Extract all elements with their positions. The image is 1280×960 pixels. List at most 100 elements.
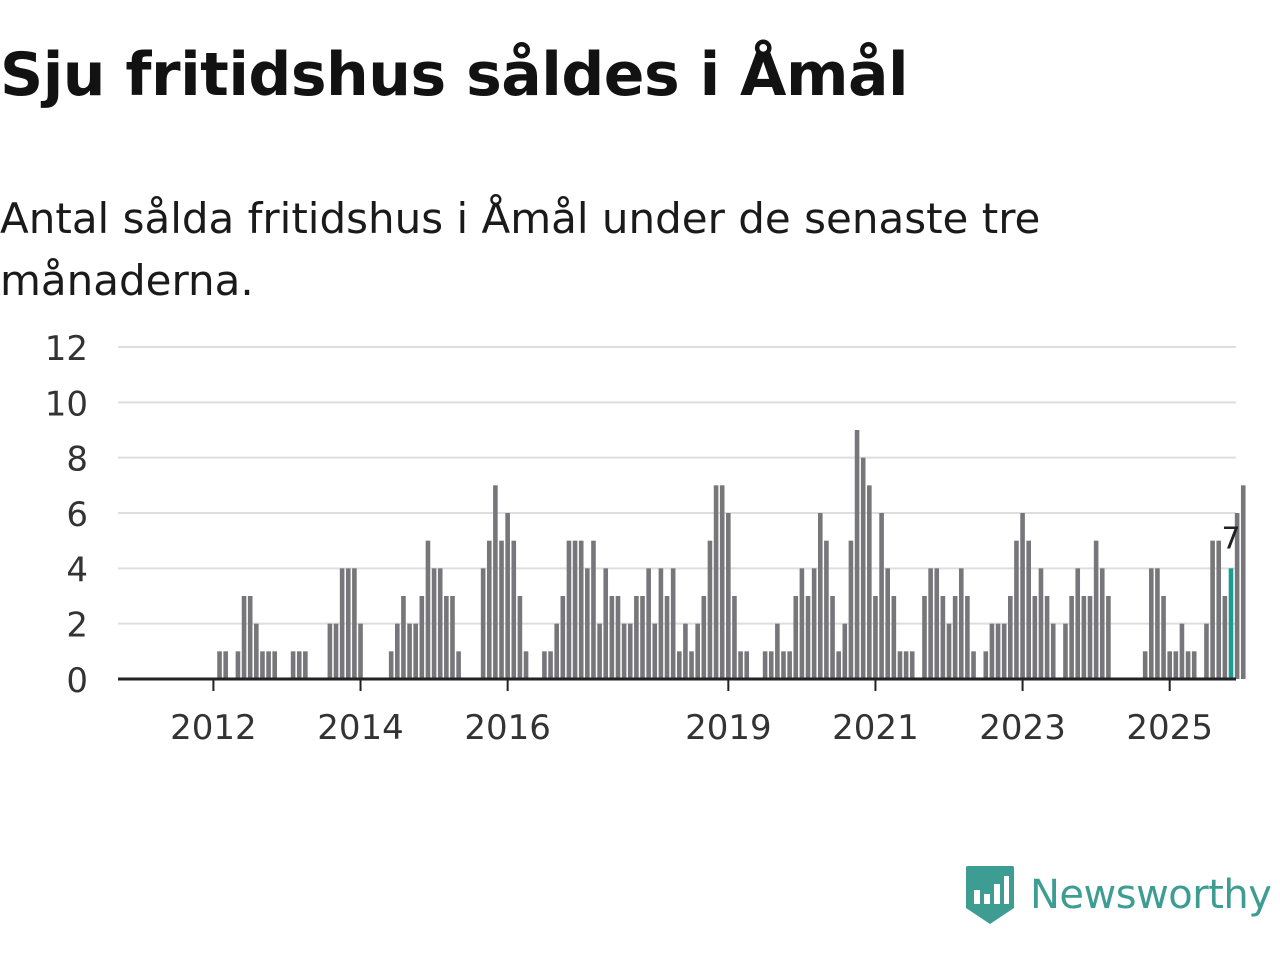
bar xyxy=(388,651,394,679)
bar xyxy=(1204,623,1209,679)
y-tick-label: 10 xyxy=(45,384,88,424)
bar xyxy=(683,623,688,679)
bar xyxy=(842,623,848,679)
bar xyxy=(1001,623,1007,679)
bar xyxy=(762,651,768,679)
bar xyxy=(946,623,952,679)
x-tick-label: 2021 xyxy=(832,708,919,740)
bar xyxy=(952,596,958,679)
bar xyxy=(523,651,529,679)
bar xyxy=(934,568,940,679)
bar xyxy=(450,596,455,679)
bar xyxy=(670,568,676,679)
bar xyxy=(486,540,492,679)
bar xyxy=(995,623,1001,679)
bar xyxy=(848,540,854,679)
bar-chart: 0 2 4 6 8 10 12 2012 2014 2016 2019 2021 2023 2025 7 xyxy=(45,329,1246,740)
bar xyxy=(456,651,461,679)
bar xyxy=(1173,651,1179,679)
bar xyxy=(707,540,713,679)
bar xyxy=(1179,623,1185,679)
bar xyxy=(290,651,296,679)
bar xyxy=(266,651,271,679)
bar xyxy=(413,623,418,679)
bar xyxy=(689,651,694,679)
bar xyxy=(719,485,725,679)
bar xyxy=(811,568,817,679)
bar xyxy=(548,651,553,679)
x-tick-label: 2019 xyxy=(685,708,772,740)
y-tick-label: 2 xyxy=(66,606,88,646)
bar xyxy=(431,568,437,679)
bar xyxy=(499,540,504,679)
bar xyxy=(854,430,860,679)
bar xyxy=(1142,651,1148,679)
bar xyxy=(799,568,805,679)
bar xyxy=(958,568,964,679)
bar xyxy=(971,651,976,679)
bar xyxy=(805,596,811,679)
bar xyxy=(1014,540,1019,679)
bar xyxy=(701,596,707,679)
bar xyxy=(480,568,486,679)
bar xyxy=(634,596,639,679)
bar xyxy=(437,568,443,679)
bar xyxy=(566,540,572,679)
bar xyxy=(940,596,946,679)
y-tick-label: 6 xyxy=(66,495,88,535)
bar xyxy=(296,651,302,679)
x-tick-label: 2016 xyxy=(464,708,551,740)
brand-name: Newsworthy xyxy=(1030,872,1272,918)
y-tick-label: 4 xyxy=(66,550,88,590)
gridlines xyxy=(118,346,1236,625)
bar xyxy=(1149,568,1154,679)
bar xyxy=(928,568,933,679)
bar xyxy=(505,513,510,679)
bar xyxy=(254,623,259,679)
bar xyxy=(1210,540,1215,679)
x-tick-label: 2014 xyxy=(317,708,404,740)
bar xyxy=(554,623,559,679)
bar xyxy=(597,623,602,679)
bar xyxy=(1044,596,1050,679)
bar xyxy=(407,623,412,679)
bar xyxy=(303,651,308,679)
bar xyxy=(1093,540,1099,679)
bar xyxy=(1222,596,1228,679)
newsworthy-logo-icon xyxy=(966,866,1014,924)
bar xyxy=(217,651,222,679)
bar xyxy=(738,651,743,679)
highlight-bar xyxy=(1228,568,1234,679)
bar xyxy=(358,623,363,679)
bar xyxy=(1155,568,1160,679)
chart-subtitle: Antal sålda fritidshus i Åmål under de s… xyxy=(0,194,1041,305)
bar xyxy=(1026,540,1031,679)
bar xyxy=(627,623,633,679)
bar xyxy=(327,623,333,679)
bar xyxy=(793,596,799,679)
bar xyxy=(591,540,596,679)
bar xyxy=(572,540,578,679)
bar xyxy=(511,540,517,679)
x-axis-labels: 2012 2014 2016 2019 2021 2023 2025 xyxy=(170,708,1213,740)
bar xyxy=(333,623,339,679)
x-tick-label: 2012 xyxy=(170,708,257,740)
bar xyxy=(1191,651,1197,679)
x-tick-label: 2025 xyxy=(1126,708,1213,740)
bar xyxy=(560,596,566,679)
bar xyxy=(1038,568,1044,679)
bar xyxy=(609,596,615,679)
bars xyxy=(217,430,1246,679)
bar xyxy=(395,623,400,679)
bar xyxy=(676,651,682,679)
bar xyxy=(241,596,247,679)
bar xyxy=(621,623,627,679)
bar xyxy=(836,651,841,679)
bar xyxy=(713,485,719,679)
bar xyxy=(965,596,970,679)
brand: Newsworthy xyxy=(964,864,1272,926)
bar xyxy=(891,596,897,679)
bar xyxy=(401,596,406,679)
highlight-value-label: 7 xyxy=(1221,521,1240,556)
bar xyxy=(775,623,780,679)
